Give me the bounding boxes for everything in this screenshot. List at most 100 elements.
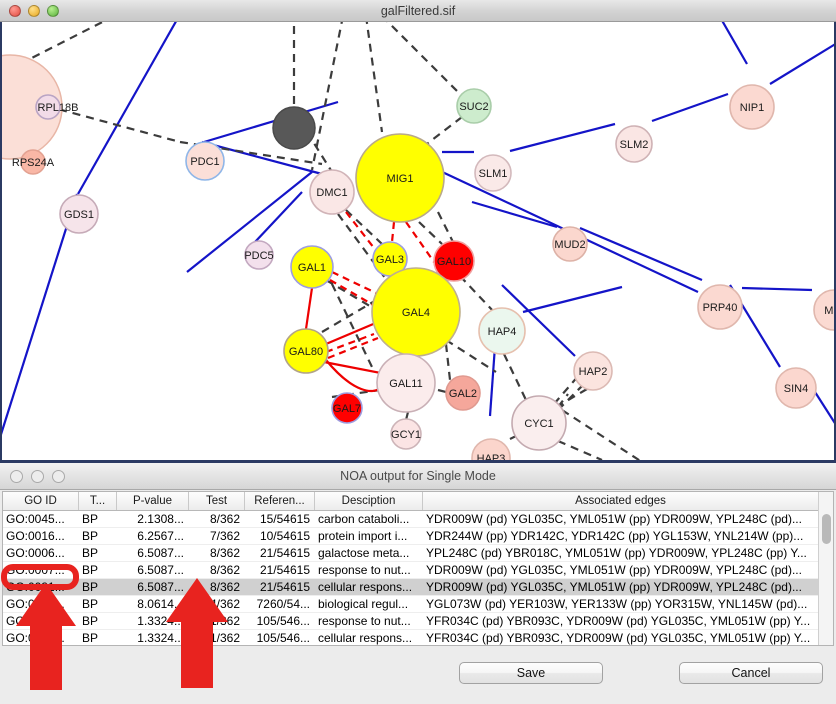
network-node-label: SLM2 [620, 139, 649, 151]
network-node-suc2[interactable]: SUC2 [456, 88, 492, 124]
network-graph-svg[interactable]: RPL18B RPS24A GDS1 PDC1 PDC5 DMC1 MIG1 SUC2 SLM1… [2, 22, 834, 460]
network-node-label: GAL2 [449, 388, 477, 400]
pp-edges [2, 22, 834, 435]
results-table-header[interactable]: GO ID T... P-value Test Referen... Desciption… [3, 492, 818, 511]
network-canvas[interactable]: RPL18B RPS24A GDS1 PDC1 PDC5 DMC1 MIG1 SUC2 SLM1… [0, 22, 836, 460]
network-node-pdc1[interactable]: PDC1 [185, 141, 225, 181]
cell-edges: YFR034C (pd) YBR093C, YDR009W (pd) YGL03… [426, 631, 811, 645]
cell-reference: 105/546... [256, 631, 310, 645]
cell-test: 8/362 [209, 512, 240, 526]
cell-test: 8/362 [209, 563, 240, 577]
table-row[interactable]: GO:0031... BP 1.3324... 11/362 105/546... cel… [3, 630, 818, 645]
cell-test: 94/362 [203, 597, 240, 611]
network-node-hap4[interactable]: HAP4 [478, 307, 526, 355]
cell-pvalue: 6.5087... [137, 580, 184, 594]
network-node-hap2[interactable]: HAP2 [573, 351, 613, 391]
cell-type: BP [82, 597, 99, 611]
network-node-label: GAL3 [376, 254, 404, 266]
minimize-button[interactable] [28, 4, 40, 17]
column-header-type[interactable]: T... [79, 492, 117, 510]
network-node-pdc5[interactable]: PDC5 [244, 240, 274, 270]
column-header-description[interactable]: Desciption [315, 492, 423, 510]
cell-go-id: GO:0031... [6, 580, 65, 594]
network-node-msi[interactable]: MSI [813, 289, 834, 331]
cell-type: BP [82, 563, 99, 577]
cell-reference: 105/546... [256, 614, 310, 628]
network-node-gal4[interactable]: GAL4 [371, 267, 461, 357]
network-node-gal11[interactable]: GAL11 [376, 353, 436, 413]
cell-description: cellular respons... [318, 631, 413, 645]
network-node-unlabeled-grey[interactable] [272, 106, 316, 150]
noa-close-button[interactable] [10, 469, 23, 483]
noa-minimize-button[interactable] [31, 469, 44, 483]
cell-pvalue: 2.1308... [137, 512, 184, 526]
cell-type: BP [82, 631, 99, 645]
save-button[interactable]: Save [459, 662, 603, 684]
table-row[interactable]: GO:0065... BP 8.0614... 94/362 7260/54... bio… [3, 596, 818, 613]
cell-go-id: GO:0065... [6, 597, 65, 611]
cell-edges: YDR009W (pd) YGL035C, YML051W (pp) YDR00… [426, 512, 802, 526]
table-row[interactable]: GO:0006... BP 6.5087... 8/362 21/54615 galact… [3, 545, 818, 562]
network-nodes: RPL18B RPS24A GDS1 PDC1 PDC5 DMC1 MIG1 SUC2 SLM1… [12, 84, 834, 460]
column-header-edges[interactable]: Associated edges [575, 495, 666, 507]
cell-description: protein import i... [318, 529, 408, 543]
network-node-gal10[interactable]: GAL10 [433, 240, 475, 282]
column-header-test[interactable]: Test [189, 492, 245, 510]
window-controls [9, 4, 59, 17]
network-node-rpl18b[interactable]: RPL18B [35, 94, 79, 120]
network-node-gds1[interactable]: GDS1 [59, 194, 99, 234]
network-node-sin4[interactable]: SIN4 [775, 367, 817, 409]
network-node-gal80[interactable]: GAL80 [283, 328, 329, 374]
zoom-button[interactable] [47, 4, 59, 17]
network-node-hap3[interactable]: HAP3 [471, 438, 511, 460]
cell-type: BP [82, 546, 99, 560]
pd-edges [19, 22, 641, 460]
network-node-mud2[interactable]: MUD2 [552, 226, 588, 262]
network-node-label: HAP4 [488, 326, 517, 338]
network-node-rps24a[interactable]: RPS24A [12, 149, 55, 175]
results-table-body[interactable]: GO:0045... BP 2.1308... 8/362 15/54615 carbon… [3, 511, 818, 645]
network-node-mig1[interactable]: MIG1 [355, 133, 445, 223]
network-node-partial-left[interactable] [2, 54, 63, 160]
cell-reference: 7260/54... [256, 597, 310, 611]
network-node-prp40[interactable]: PRP40 [697, 284, 743, 330]
network-node-gal2[interactable]: GAL2 [445, 375, 481, 411]
table-row[interactable]: GO:0007... BP 6.5087... 8/362 21/54615 respon… [3, 562, 818, 579]
results-table-scrollbar-thumb[interactable] [822, 514, 831, 544]
cell-edges: YPL248C (pd) YBR018C, YML051W (pp) YDR00… [426, 546, 807, 560]
cell-go-id: GO:0016... [6, 529, 65, 543]
column-header-reference[interactable]: Referen... [245, 492, 315, 510]
cell-type: BP [82, 580, 99, 594]
network-node-gal3[interactable]: GAL3 [372, 241, 408, 277]
column-header-go-id[interactable]: GO ID [3, 492, 79, 510]
network-node-cyc1[interactable]: CYC1 [511, 395, 567, 451]
network-node-slm2[interactable]: SLM2 [615, 125, 653, 163]
network-node-nip1[interactable]: NIP1 [729, 84, 775, 130]
cell-test: 11/362 [204, 614, 240, 628]
noa-zoom-button[interactable] [52, 469, 65, 483]
network-node-gcy1[interactable]: GCY1 [390, 418, 422, 450]
table-row[interactable]: GO:0031... BP 1.3324... 11/362 105/546... res… [3, 613, 818, 630]
table-row[interactable]: GO:0045... BP 2.1308... 8/362 15/54615 carbon… [3, 511, 818, 528]
cancel-button[interactable]: Cancel [679, 662, 823, 684]
noa-output-panel: NOA output for Single Mode GO ID T... P-va… [0, 460, 836, 704]
table-row[interactable]: GO:0016... BP 6.2567... 7/362 10/54615 protei… [3, 528, 818, 545]
cell-edges: YGL073W (pd) YER103W, YER133W (pp) YOR31… [426, 597, 808, 611]
network-node-dmc1[interactable]: DMC1 [309, 169, 355, 215]
cell-pvalue: 6.5087... [137, 563, 184, 577]
cell-description: response to nut... [318, 563, 411, 577]
column-header-pvalue[interactable]: P-value [117, 492, 189, 510]
network-node-slm1[interactable]: SLM1 [474, 154, 512, 192]
network-node-gal7[interactable]: GAL7 [331, 392, 363, 424]
close-button[interactable] [9, 4, 21, 17]
results-table-scrollbar[interactable] [818, 492, 833, 645]
network-node-label: GAL4 [402, 307, 430, 319]
window-titlebar: galFiltered.sif [0, 0, 836, 22]
table-row[interactable]: GO:0031... BP 6.5087... 8/362 21/54615 cellul… [3, 579, 818, 596]
network-node-label: GAL11 [389, 378, 422, 390]
results-table[interactable]: GO ID T... P-value Test Referen... Desciption… [2, 491, 834, 646]
network-node-gal1[interactable]: GAL1 [290, 245, 334, 289]
network-node-label: RPL18B [38, 102, 79, 114]
cell-go-id: GO:0007... [6, 563, 65, 577]
